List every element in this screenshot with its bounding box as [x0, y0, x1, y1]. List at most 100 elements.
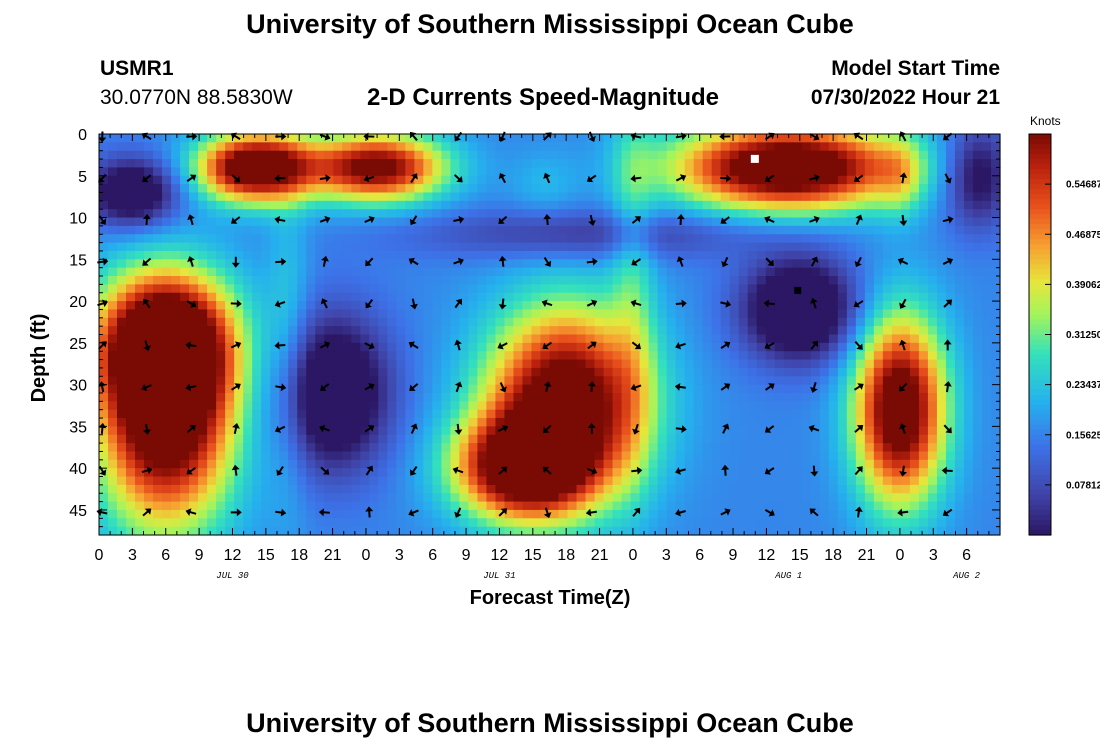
heatmap-cell: [405, 476, 415, 486]
heatmap-cell: [261, 142, 271, 152]
heatmap-cell: [243, 217, 253, 227]
heatmap-cell: [540, 392, 551, 402]
current-arrow: [541, 299, 553, 308]
current-arrow: [675, 174, 687, 182]
heatmap-cell: [531, 443, 542, 453]
heatmap-cell: [396, 209, 406, 219]
heatmap-cell: [450, 376, 460, 386]
heatmap-cell: [621, 276, 632, 285]
heatmap-cell: [297, 484, 307, 494]
current-arrow: [186, 466, 196, 475]
heatmap-cell: [720, 367, 731, 377]
heatmap-cell: [675, 476, 686, 486]
heatmap-cell: [648, 292, 659, 302]
heatmap-cell: [270, 401, 280, 411]
heatmap-cell: [711, 484, 722, 494]
heatmap-cell: [414, 443, 424, 453]
heatmap-cell: [675, 292, 686, 302]
heatmap-cell: [792, 142, 803, 152]
heatmap-cell: [810, 217, 821, 227]
current-arrow: [230, 341, 242, 349]
heatmap-cell: [756, 259, 767, 269]
heatmap-cell: [630, 284, 641, 294]
heatmap-cell: [918, 409, 929, 419]
heatmap-cell: [369, 468, 379, 478]
heatmap-cell: [558, 459, 569, 469]
heatmap-cell: [981, 142, 992, 152]
heatmap-cell: [765, 301, 776, 311]
heatmap-cell: [729, 426, 740, 436]
heatmap-cell: [135, 301, 145, 311]
heatmap-cell: [369, 225, 379, 235]
heatmap-cell: [261, 443, 271, 453]
heatmap-cell: [567, 384, 578, 394]
heatmap-cell: [360, 284, 370, 294]
heatmap-cell: [180, 209, 190, 219]
heatmap-cell: [450, 175, 460, 185]
heatmap-cell: [954, 434, 965, 444]
heatmap-cell: [828, 459, 839, 469]
heatmap-cell: [207, 234, 217, 244]
heatmap-cell: [738, 159, 749, 169]
heatmap-cell: [360, 276, 370, 285]
heatmap-cell: [288, 468, 298, 478]
heatmap-cell: [198, 167, 208, 177]
heatmap-cell: [702, 209, 713, 219]
heatmap-cell: [495, 459, 506, 469]
heatmap-cell: [963, 284, 974, 294]
heatmap-cell: [891, 301, 902, 311]
heatmap-cell: [783, 167, 794, 177]
heatmap-cell: [459, 493, 470, 503]
heatmap-cell: [288, 134, 298, 143]
heatmap-cell: [126, 468, 136, 478]
heatmap-cell: [963, 259, 974, 269]
heatmap-cell: [216, 309, 226, 319]
heatmap-cell: [441, 309, 451, 319]
heatmap-cell: [234, 451, 244, 461]
heatmap-cell: [288, 309, 298, 319]
heatmap-cell: [396, 384, 406, 394]
heatmap-cell: [783, 225, 794, 235]
heatmap-cell: [513, 426, 524, 436]
current-arrow: [675, 467, 686, 475]
heatmap-cell: [117, 526, 127, 536]
heatmap-cell: [801, 192, 812, 202]
heatmap-cell: [486, 526, 497, 536]
heatmap-cell: [702, 142, 713, 152]
heatmap-cell: [459, 484, 470, 494]
heatmap-cell: [117, 175, 127, 185]
heatmap-cell: [522, 509, 533, 519]
heatmap-cell: [954, 359, 965, 369]
heatmap-cell: [234, 284, 244, 294]
heatmap-cell: [396, 184, 406, 194]
heatmap-cell: [936, 192, 947, 202]
heatmap-cell: [558, 367, 569, 377]
heatmap-cell: [756, 426, 767, 436]
heatmap-cell: [378, 301, 388, 311]
heatmap-cell: [261, 259, 271, 269]
heatmap-cell: [675, 209, 686, 219]
heatmap-cell: [180, 501, 190, 511]
current-arrow: [185, 508, 197, 516]
heatmap-cell: [324, 259, 334, 269]
heatmap-cell: [801, 276, 812, 285]
heatmap-cell: [666, 292, 677, 302]
heatmap-cell: [387, 526, 397, 536]
heatmap-cell: [783, 150, 794, 160]
heatmap-cell: [603, 476, 614, 486]
heatmap-cell: [288, 292, 298, 302]
heatmap-cell: [972, 309, 983, 319]
heatmap-cell: [954, 392, 965, 402]
heatmap-cell: [585, 384, 596, 394]
heatmap-cell: [918, 192, 929, 202]
heatmap-cell: [846, 175, 857, 185]
heatmap-cell: [945, 250, 956, 260]
heatmap-cell: [828, 276, 839, 285]
heatmap-cell: [261, 326, 271, 336]
heatmap-cell: [765, 493, 776, 503]
heatmap-cell: [954, 476, 965, 486]
heatmap-cell: [108, 284, 118, 294]
heatmap-cell: [468, 484, 479, 494]
heatmap-cell: [378, 276, 388, 285]
heatmap-cell: [549, 459, 560, 469]
